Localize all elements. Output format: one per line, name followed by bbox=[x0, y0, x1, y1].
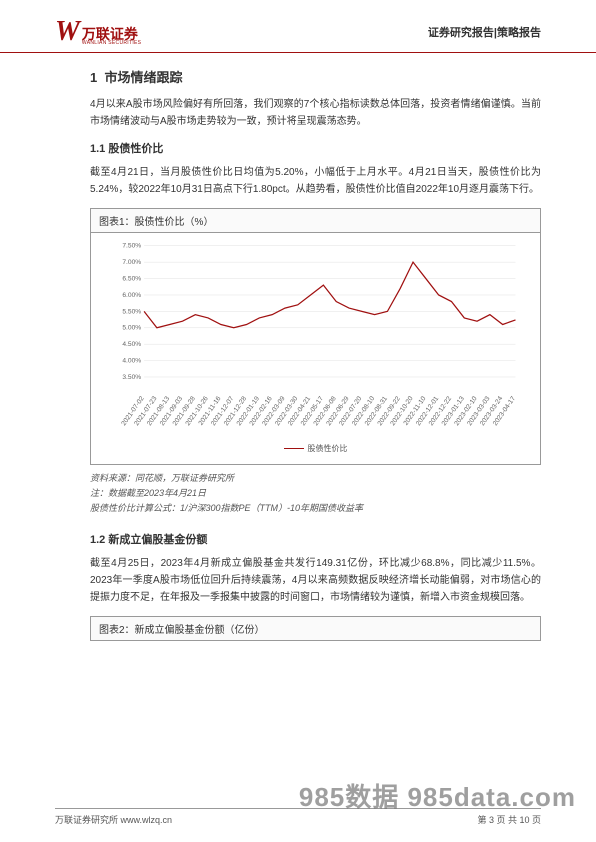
footer-left: 万联证券研究所 www.wlzq.cn bbox=[55, 813, 172, 826]
svg-text:6.50%: 6.50% bbox=[122, 275, 141, 282]
svg-text:5.00%: 5.00% bbox=[122, 325, 141, 332]
logo-mark: W bbox=[55, 18, 80, 46]
svg-text:4.00%: 4.00% bbox=[122, 357, 141, 364]
section-1-2-para: 截至4月25日，2023年4月新成立偏股基金共发行149.31亿份，环比减少68… bbox=[90, 555, 541, 606]
chart-1-title: 图表1：股债性价比（%） bbox=[91, 209, 540, 233]
section-1-1-heading: 1.1 股债性价比 bbox=[90, 140, 541, 156]
logo: W 万联证券 WANLIAN SECURITIES bbox=[55, 18, 141, 46]
page-header: W 万联证券 WANLIAN SECURITIES 证券研究报告|策略报告 bbox=[0, 0, 596, 53]
svg-text:6.00%: 6.00% bbox=[122, 292, 141, 299]
svg-text:4.50%: 4.50% bbox=[122, 341, 141, 348]
svg-text:7.00%: 7.00% bbox=[122, 259, 141, 266]
section-1-2-heading: 1.2 新成立偏股基金份额 bbox=[90, 531, 541, 547]
logo-cn: 万联证券 bbox=[82, 27, 141, 41]
chart-1-note2: 股债性价比计算公式：1/沪深300指数PE（TTM）-10年期国债收益率 bbox=[90, 501, 541, 514]
section-1-1-para: 截至4月21日，当月股债性价比日均值为5.20%，小幅低于上月水平。4月21日当… bbox=[90, 164, 541, 198]
legend-label: 股债性价比 bbox=[308, 443, 348, 454]
chart-1-legend: 股债性价比 bbox=[101, 441, 530, 460]
chart-1-source: 资料来源：同花顺，万联证券研究所 bbox=[90, 471, 541, 484]
legend-swatch bbox=[284, 448, 304, 450]
chart-2-title: 图表2：新成立偏股基金份额（亿份） bbox=[91, 617, 540, 641]
svg-text:3.50%: 3.50% bbox=[122, 374, 141, 381]
logo-en: WANLIAN SECURITIES bbox=[82, 41, 141, 46]
section-1-para: 4月以来A股市场风险偏好有所回落，我们观察的7个核心指标读数总体回落，投资者情绪… bbox=[90, 96, 541, 130]
watermark: 985数据 985data.com bbox=[299, 777, 576, 814]
content: 1 市场情绪跟踪 4月以来A股市场风险偏好有所回落，我们观察的7个核心指标读数总… bbox=[0, 53, 596, 641]
chart-1-svg: 3.50% 4.00% 4.50% 5.00% 5.50% 6.00% 6.50% 7.00%… bbox=[101, 241, 530, 441]
chart-2-container: 图表2：新成立偏股基金份额（亿份） bbox=[90, 616, 541, 641]
svg-text:7.50%: 7.50% bbox=[122, 243, 141, 250]
chart-1-plot: 3.50% 4.00% 4.50% 5.00% 5.50% 6.00% 6.50% 7.00%… bbox=[91, 233, 540, 464]
section-1-heading: 1 市场情绪跟踪 bbox=[90, 67, 541, 86]
header-title: 证券研究报告|策略报告 bbox=[428, 24, 541, 40]
footer-right: 第 3 页 共 10 页 bbox=[477, 813, 541, 826]
svg-text:5.50%: 5.50% bbox=[122, 308, 141, 315]
chart-1-container: 图表1：股债性价比（%） 3.50% 4.00% 4.50% 5.00% 5.50% 6.… bbox=[90, 208, 541, 465]
chart-1-note1: 注：数据截至2023年4月21日 bbox=[90, 486, 541, 499]
